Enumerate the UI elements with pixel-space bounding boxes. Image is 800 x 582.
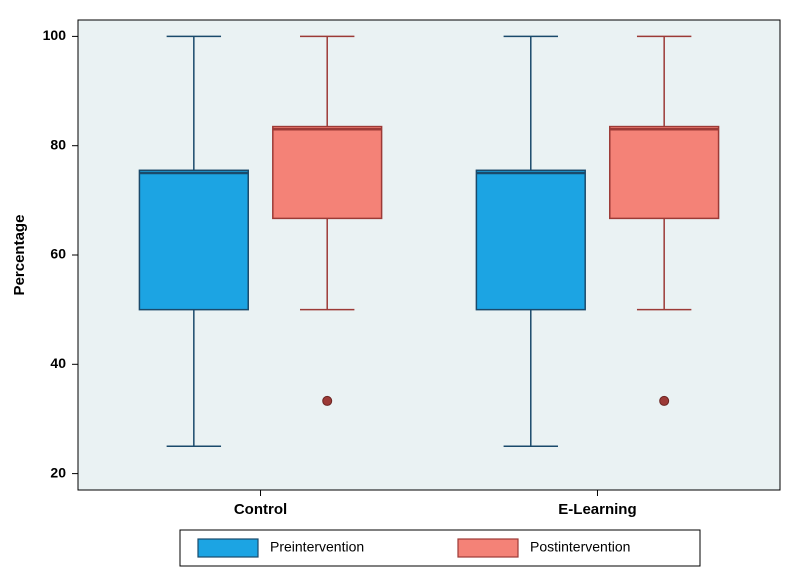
y-tick-label: 100 — [43, 27, 67, 43]
legend-label-post: Postintervention — [530, 539, 630, 555]
y-tick-label: 20 — [50, 464, 66, 480]
y-axis-label: Percentage — [11, 215, 28, 296]
box-post — [610, 127, 719, 219]
x-group-label: E-Learning — [558, 501, 636, 518]
legend-swatch-post — [458, 539, 518, 557]
y-tick-label: 80 — [50, 136, 66, 152]
legend-label-pre: Preintervention — [270, 539, 364, 555]
legend-swatch-pre — [198, 539, 258, 557]
box-pre — [139, 170, 248, 309]
y-tick-label: 60 — [50, 246, 66, 262]
outlier-point — [323, 396, 332, 405]
y-tick-label: 40 — [50, 355, 66, 371]
x-group-label: Control — [234, 501, 287, 518]
chart-svg: 20 40 60 80 100 Percentage Control E-Learning Pr… — [0, 0, 800, 582]
box-post — [273, 127, 382, 219]
outlier-point — [660, 396, 669, 405]
box-pre — [476, 170, 585, 309]
boxplot-chart: 20 40 60 80 100 Percentage Control E-Learning Pr… — [0, 0, 800, 582]
